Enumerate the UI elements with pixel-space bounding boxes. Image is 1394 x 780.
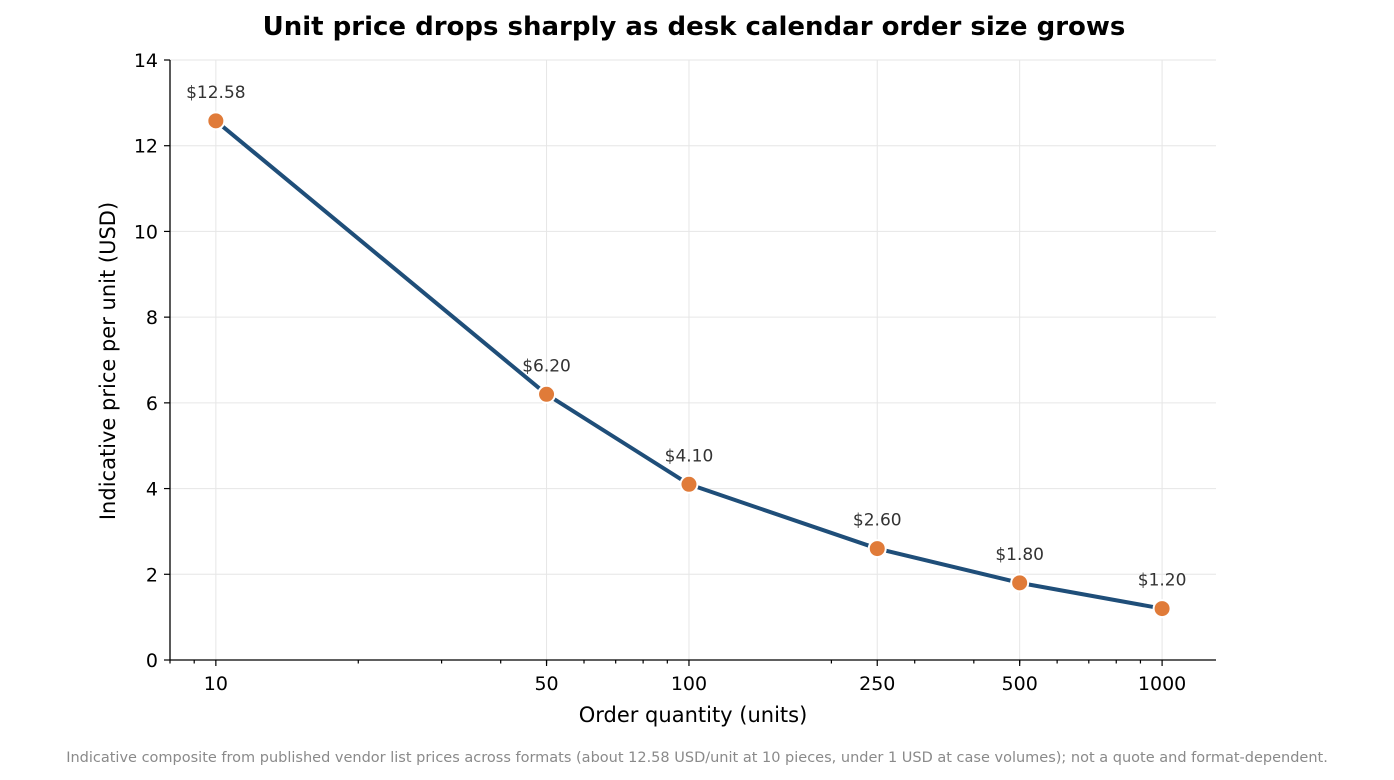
data-labels: $12.58 $6.20 $4.10 $2.60 $1.80 $1.20 <box>186 83 1186 591</box>
y-axis-label: Indicative price per unit (USD) <box>96 202 120 520</box>
data-point <box>679 474 699 494</box>
data-label: $2.60 <box>853 511 902 531</box>
data-point <box>537 384 557 404</box>
data-label: $4.10 <box>665 446 714 466</box>
x-tick-label: 100 <box>671 673 707 695</box>
data-point <box>206 111 226 131</box>
data-point <box>1010 573 1030 593</box>
footnote: Indicative composite from published vend… <box>66 750 1328 766</box>
y-tick-label: 4 <box>146 479 158 501</box>
y-tick-label: 12 <box>134 136 158 158</box>
data-point <box>1152 599 1172 619</box>
y-tick-label: 8 <box>146 307 158 329</box>
y-tick-label: 2 <box>146 564 158 586</box>
data-label: $6.20 <box>522 356 571 376</box>
x-tick-label: 250 <box>859 673 895 695</box>
y-tick-label: 0 <box>146 650 158 672</box>
axis-spines <box>169 60 1216 661</box>
x-tick-label: 500 <box>1002 673 1038 695</box>
x-tick-label: 1000 <box>1138 673 1186 695</box>
y-tick-label: 10 <box>134 221 158 243</box>
y-tick-label: 6 <box>146 393 158 415</box>
y-tick-label: 14 <box>134 50 158 72</box>
y-axis-ticks: 0 2 4 6 8 10 12 14 <box>134 50 170 672</box>
data-label: $12.58 <box>186 83 245 103</box>
x-axis-ticks: 10 50 100 250 500 1000 <box>169 660 1186 695</box>
series-line <box>213 118 1165 611</box>
grid-lines <box>170 59 1216 661</box>
x-tick-label: 50 <box>534 673 558 695</box>
x-tick-label: 10 <box>204 673 228 695</box>
data-label: $1.20 <box>1138 571 1187 591</box>
x-axis-label: Order quantity (units) <box>579 703 808 727</box>
data-label: $1.80 <box>995 545 1044 565</box>
data-point <box>867 539 887 559</box>
chart-title: Unit price drops sharply as desk calenda… <box>263 12 1126 42</box>
series-price <box>206 111 1172 619</box>
